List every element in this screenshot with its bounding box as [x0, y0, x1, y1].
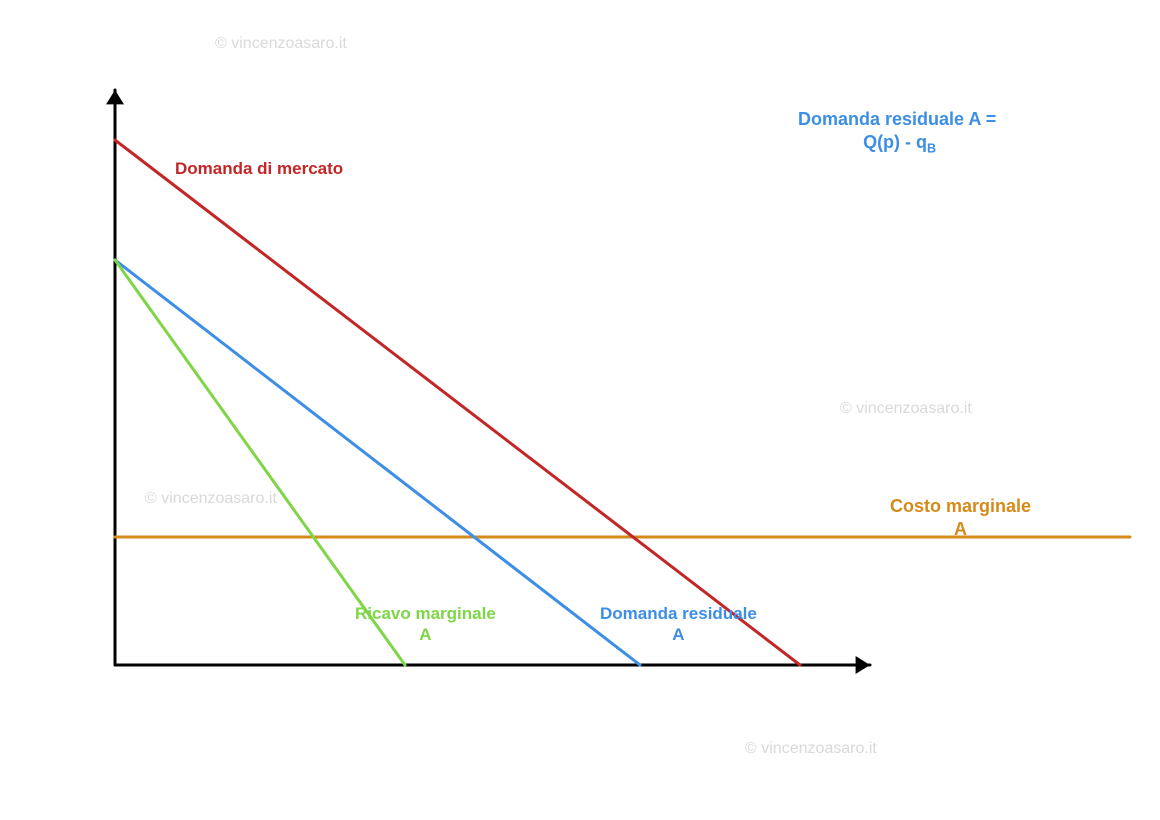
watermark-text: © vincenzoasaro.it — [145, 490, 277, 508]
watermark-text: © vincenzoasaro.it — [215, 35, 347, 53]
watermark-text: © vincenzoasaro.it — [840, 400, 972, 418]
marginal-cost-label: Costo marginaleA — [890, 495, 1031, 540]
marginal-revenue-label: Ricavo marginaleA — [355, 603, 496, 646]
residual-demand-formula: Domanda residuale A = Q(p) - qB — [798, 108, 1001, 157]
economics-chart: Domanda di mercato Domanda residualeA Ri… — [0, 0, 1160, 820]
market-demand-label: Domanda di mercato — [175, 158, 343, 179]
watermark-text: © vincenzoasaro.it — [745, 740, 877, 758]
residual-demand-label: Domanda residualeA — [600, 603, 757, 646]
